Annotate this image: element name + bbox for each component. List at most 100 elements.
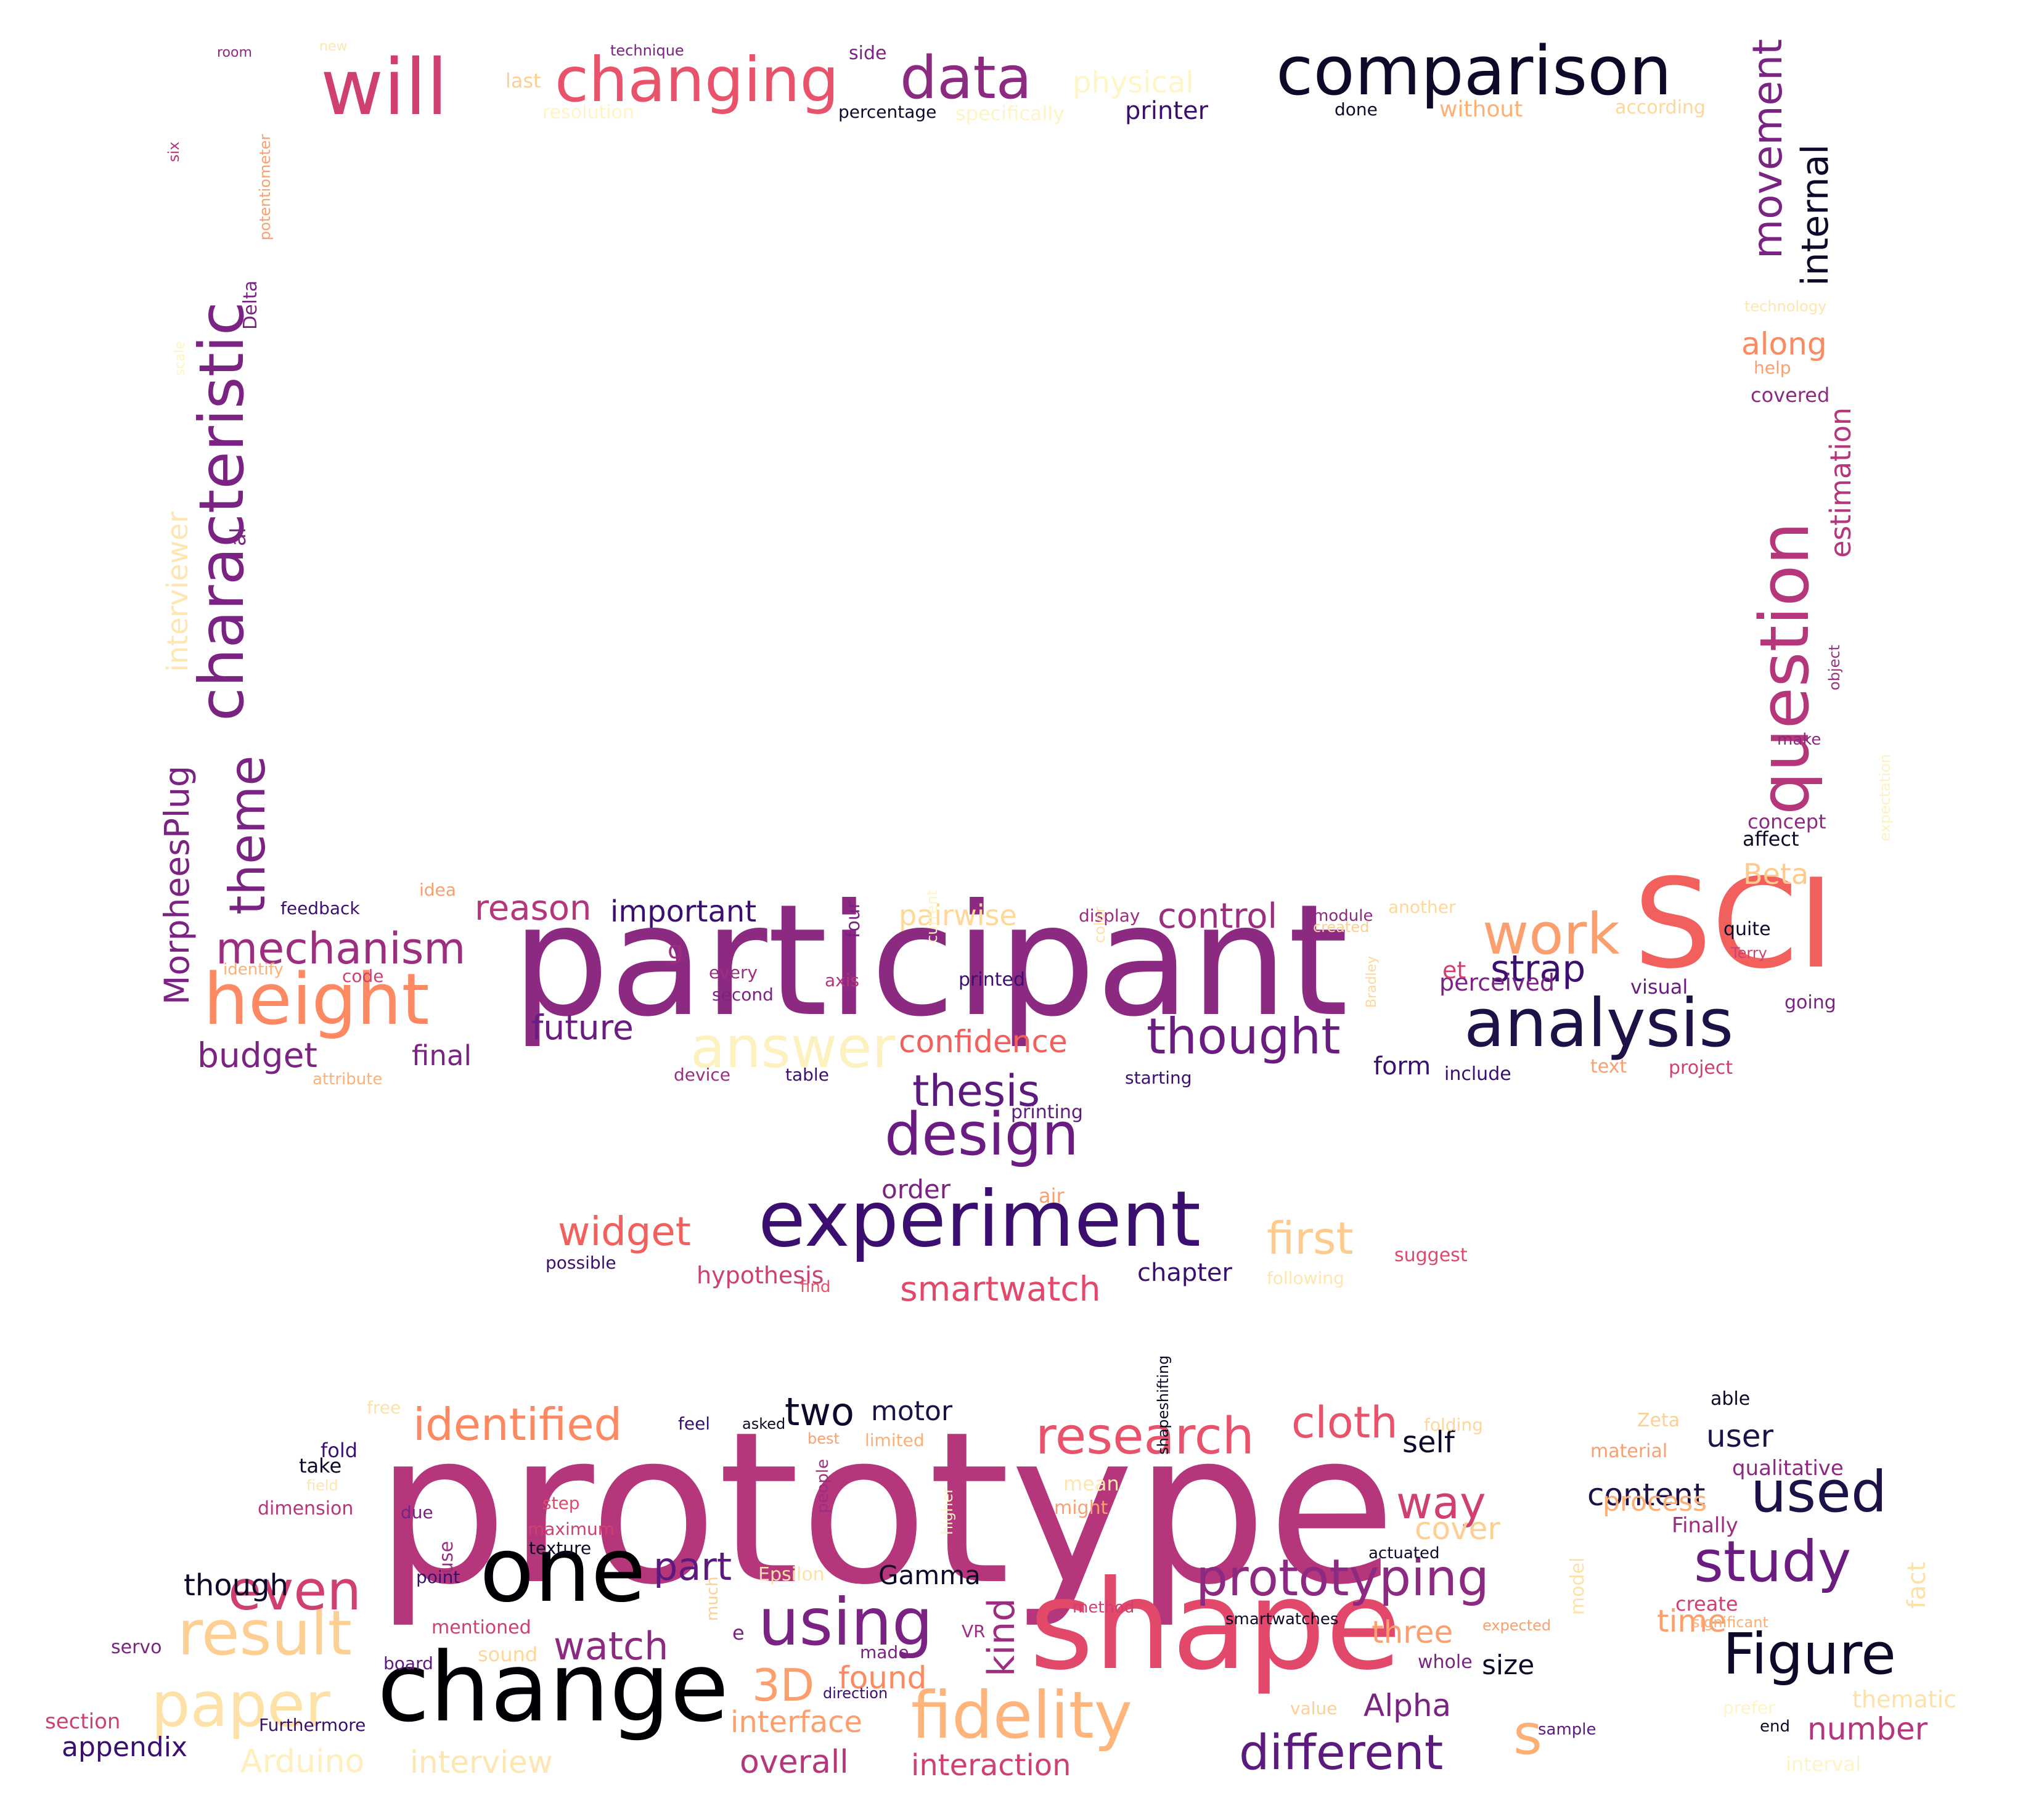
word-99: according: [1615, 97, 1706, 118]
word-171: asked: [742, 1415, 786, 1433]
word-150: identify: [223, 960, 284, 979]
word-48: kind: [980, 1598, 1023, 1677]
word-123: visual: [1630, 975, 1688, 999]
word-178: made: [860, 1642, 909, 1662]
word-40: way: [1396, 1477, 1486, 1529]
word-134: current: [923, 889, 941, 943]
word-107: potentiometer: [256, 134, 274, 240]
word-1: prototype: [375, 1387, 1397, 1631]
word-174: people: [814, 1458, 832, 1513]
word-103: specifically: [955, 102, 1065, 125]
word-56: smartwatch: [900, 1269, 1101, 1309]
word-155: take: [299, 1454, 342, 1478]
word-200: interval: [1786, 1752, 1861, 1776]
word-192: folding: [1424, 1415, 1483, 1435]
word-126: include: [1444, 1063, 1511, 1085]
word-141: possible: [546, 1253, 616, 1273]
word-119: expectation: [1876, 754, 1894, 841]
word-146: every: [709, 962, 758, 983]
word-157: dimension: [258, 1498, 354, 1519]
word-108: six: [165, 141, 182, 162]
word-57: along: [1741, 326, 1827, 362]
word-52: important: [610, 894, 757, 929]
word-129: module: [1313, 907, 1373, 925]
word-183: might: [1054, 1497, 1108, 1519]
word-9: height: [203, 959, 430, 1041]
word-166: board: [383, 1653, 433, 1674]
word-35: interviewer: [161, 511, 194, 672]
word-74: size: [1482, 1650, 1535, 1681]
word-98: without: [1439, 97, 1523, 122]
word-132: color: [1091, 906, 1108, 943]
word-3: shape: [1029, 1554, 1402, 1698]
word-58: estimation: [1824, 407, 1857, 558]
word-188: expected: [1482, 1617, 1551, 1634]
word-187: smartwatches: [1225, 1610, 1339, 1629]
word-24: paper: [151, 1669, 330, 1741]
word-62: overall: [740, 1744, 849, 1781]
word-13: will: [321, 43, 448, 133]
word-68: number: [1807, 1711, 1928, 1747]
word-77: motor: [871, 1396, 953, 1427]
word-130: created: [1313, 918, 1370, 936]
word-147: second: [712, 984, 774, 1005]
word-10: analysis: [1464, 985, 1734, 1062]
word-121: Terry: [1731, 944, 1767, 962]
word-22: using: [758, 1585, 933, 1660]
word-7: experiment: [758, 1175, 1201, 1264]
word-72: user: [1706, 1418, 1774, 1454]
word-55: confidence: [899, 1024, 1068, 1060]
word-149: idea: [419, 880, 456, 900]
word-89: g: [668, 936, 684, 965]
word-2: participant: [512, 871, 1349, 1050]
word-37: identified: [413, 1399, 623, 1450]
word-164: mentioned: [431, 1617, 531, 1638]
word-21: prototyping: [1196, 1549, 1489, 1608]
word-104: technique: [610, 42, 684, 59]
word-94: model: [1567, 1557, 1588, 1615]
word-120: quite: [1723, 918, 1771, 940]
word-162: point: [416, 1567, 460, 1587]
word-112: technology: [1744, 298, 1827, 315]
word-137: air: [1039, 1184, 1065, 1208]
word-139: following: [1267, 1268, 1344, 1288]
word-138: suggest: [1394, 1245, 1468, 1266]
word-50: strap: [1490, 947, 1586, 991]
word-170: feel: [678, 1413, 711, 1434]
word-92: qualitative: [1732, 1456, 1844, 1481]
word-117: concept: [1748, 810, 1826, 833]
word-179: direction: [823, 1685, 888, 1702]
word-153: free: [367, 1397, 401, 1418]
word-159: step: [542, 1493, 580, 1513]
word-122: going: [1784, 992, 1836, 1013]
word-185: shapeshifting: [1155, 1355, 1172, 1455]
word-66: appendix: [62, 1731, 187, 1763]
word-169: Furthermore: [259, 1715, 366, 1735]
word-199: end: [1760, 1717, 1790, 1736]
word-69: time: [1657, 1603, 1727, 1639]
word-49: control: [1158, 896, 1278, 936]
word-142: table: [785, 1065, 829, 1085]
word-91: thematic: [1852, 1686, 1957, 1713]
word-143: device: [674, 1065, 730, 1085]
word-186: actuated: [1368, 1544, 1440, 1563]
word-8: one: [480, 1518, 646, 1622]
word-115: object: [1826, 645, 1843, 690]
word-5: SCI: [1633, 852, 1834, 996]
word-82: order: [881, 1174, 950, 1204]
word-194: Zeta: [1637, 1410, 1680, 1431]
word-128: another: [1388, 897, 1456, 917]
word-180: VR: [962, 1621, 986, 1641]
word-33: internal: [1794, 144, 1837, 286]
word-87: perceived: [1439, 969, 1555, 996]
word-154: fold: [321, 1439, 358, 1462]
word-168: section: [45, 1709, 121, 1734]
word-190: value: [1290, 1698, 1338, 1719]
word-42: widget: [558, 1209, 691, 1255]
word-96: last: [505, 69, 541, 92]
word-161: texture: [529, 1538, 592, 1558]
word-196: create: [1675, 1592, 1738, 1616]
word-158: due: [401, 1502, 433, 1523]
word-76: self: [1402, 1425, 1455, 1460]
word-189: whole: [1418, 1651, 1473, 1673]
